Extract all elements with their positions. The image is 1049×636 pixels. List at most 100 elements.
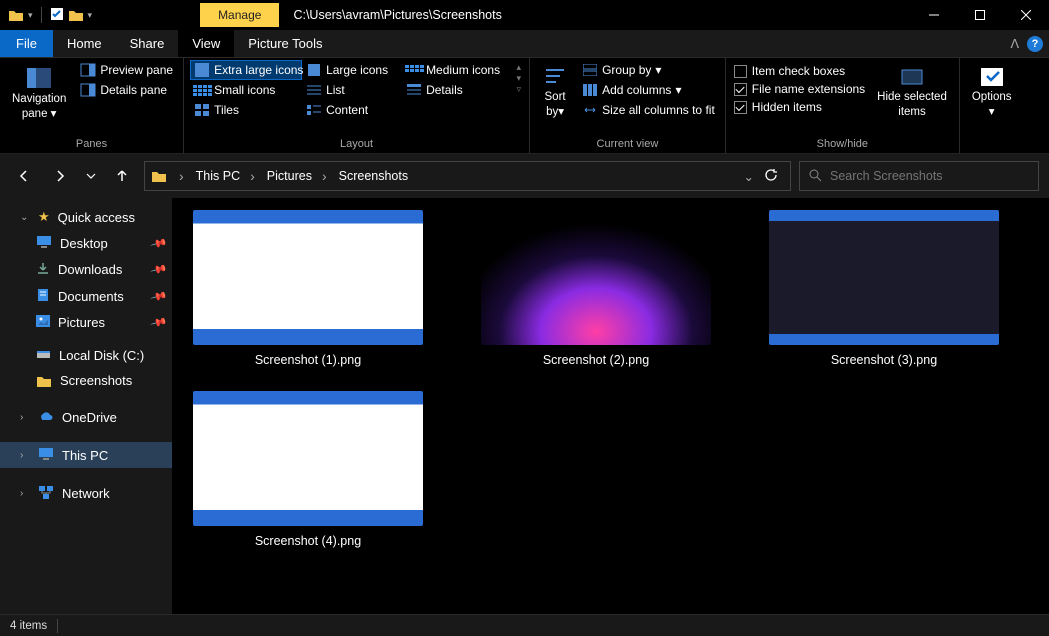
manage-context-tab[interactable]: Manage xyxy=(200,3,279,27)
file-item[interactable]: Screenshot (3).png xyxy=(764,210,1004,367)
preview-pane-button[interactable]: Preview pane xyxy=(76,60,177,80)
qat: ▾ ▾ xyxy=(0,7,100,24)
details-pane-button[interactable]: Details pane xyxy=(76,80,177,100)
sidebar-downloads[interactable]: Downloads📌 xyxy=(0,256,172,283)
forward-button[interactable] xyxy=(46,162,74,190)
hide-selected-label: Hide selecteditems xyxy=(877,90,947,120)
crumb-pictures[interactable]: Pictures xyxy=(263,168,331,184)
breadcrumb[interactable]: This PC Pictures Screenshots ⌄ xyxy=(144,161,791,191)
file-name-label: Screenshot (1).png xyxy=(255,353,361,367)
collapse-ribbon-icon[interactable]: ᐱ xyxy=(1010,36,1019,51)
pc-icon xyxy=(38,447,54,463)
sidebar-documents[interactable]: Documents📌 xyxy=(0,283,172,310)
download-icon xyxy=(36,261,50,278)
crumb-screenshots[interactable]: Screenshots xyxy=(335,169,412,183)
hidden-items-toggle[interactable]: Hidden items xyxy=(732,98,867,116)
sort-by-button[interactable]: Sortby▾ xyxy=(536,60,574,124)
pin-icon: 📌 xyxy=(150,260,168,278)
file-item[interactable]: Screenshot (1).png xyxy=(188,210,428,367)
refresh-icon[interactable] xyxy=(764,168,778,185)
file-tab[interactable]: File xyxy=(0,30,53,57)
pin-icon: 📌 xyxy=(150,287,168,305)
file-item[interactable]: Screenshot (4).png xyxy=(188,391,428,548)
folder-icon xyxy=(151,169,167,183)
home-tab[interactable]: Home xyxy=(53,30,116,57)
qat-separator-icon: ▾ xyxy=(28,10,33,21)
sidebar-local-disk[interactable]: Local Disk (C:) xyxy=(0,343,172,368)
network-icon xyxy=(38,485,54,502)
large-icons-button[interactable]: Large icons xyxy=(302,60,402,80)
nav-pane-label: Navigationpane ▾ xyxy=(12,92,66,122)
list-button[interactable]: List xyxy=(302,80,402,100)
sidebar-network[interactable]: ›Network xyxy=(0,480,172,507)
folder-icon[interactable] xyxy=(68,8,84,22)
tiles-button[interactable]: Tiles xyxy=(190,100,302,120)
pin-icon: 📌 xyxy=(150,313,168,331)
size-columns-button[interactable]: Size all columns to fit xyxy=(578,100,719,120)
sidebar-onedrive[interactable]: ›OneDrive xyxy=(0,405,172,430)
sidebar-screenshots[interactable]: Screenshots xyxy=(0,368,172,393)
search-icon xyxy=(808,168,822,185)
window-title: C:\Users\avram\Pictures\Screenshots xyxy=(293,8,501,22)
search-box[interactable] xyxy=(799,161,1039,191)
options-group: Options▾ xyxy=(960,58,1024,153)
file-thumbnail xyxy=(481,210,711,345)
show-hide-group-label: Show/hide xyxy=(732,135,953,153)
main-area: ⌄★Quick access Desktop📌 Downloads📌 Docum… xyxy=(0,198,1049,614)
folder-icon xyxy=(36,374,52,388)
layout-more-icon[interactable]: ▴▾▿ xyxy=(515,60,524,97)
maximize-button[interactable] xyxy=(957,0,1003,30)
pictures-icon xyxy=(36,315,50,330)
file-content-area[interactable]: Screenshot (1).png Screenshot (2).png Scre… xyxy=(172,198,1049,614)
file-item[interactable]: Screenshot (2).png xyxy=(476,210,716,367)
back-button[interactable] xyxy=(10,162,38,190)
ribbon: Navigationpane ▾ Preview pane Details pa… xyxy=(0,58,1049,154)
options-label: Options▾ xyxy=(972,90,1012,120)
file-name-extensions-toggle[interactable]: File name extensions xyxy=(732,80,867,98)
star-icon: ★ xyxy=(38,209,50,225)
separator xyxy=(41,7,42,23)
address-dropdown-icon[interactable]: ⌄ xyxy=(744,169,754,184)
content-button[interactable]: Content xyxy=(302,100,402,120)
crumb-this-pc[interactable]: This PC xyxy=(192,168,259,184)
desktop-icon xyxy=(36,235,52,251)
sidebar-desktop[interactable]: Desktop📌 xyxy=(0,230,172,256)
up-button[interactable] xyxy=(108,162,136,190)
navigation-sidebar: ⌄★Quick access Desktop📌 Downloads📌 Docum… xyxy=(0,198,172,614)
file-thumbnail xyxy=(193,391,423,526)
crumb-sep[interactable] xyxy=(171,168,188,184)
checkbox-icon[interactable] xyxy=(50,7,64,24)
layout-group: Extra large icons Large icons Medium ico… xyxy=(184,58,530,153)
qat-dropdown-icon[interactable]: ▾ xyxy=(88,10,93,21)
picture-tools-tab[interactable]: Picture Tools xyxy=(234,30,336,57)
view-tab[interactable]: View xyxy=(178,30,234,57)
share-tab[interactable]: Share xyxy=(116,30,179,57)
show-hide-group: Item check boxes File name extensions Hi… xyxy=(726,58,960,153)
options-button[interactable]: Options▾ xyxy=(966,60,1018,124)
file-thumbnail xyxy=(769,210,999,345)
sidebar-quick-access[interactable]: ⌄★Quick access xyxy=(0,204,172,230)
details-button[interactable]: Details xyxy=(402,80,502,100)
group-by-button[interactable]: Group by ▾ xyxy=(578,60,719,80)
current-view-group: Sortby▾ Group by ▾ Add columns ▾ Size al… xyxy=(530,58,726,153)
hide-selected-button[interactable]: Hide selecteditems xyxy=(871,60,953,124)
add-columns-button[interactable]: Add columns ▾ xyxy=(578,80,719,100)
current-view-group-label: Current view xyxy=(536,135,719,153)
search-input[interactable] xyxy=(830,169,1030,183)
file-name-label: Screenshot (2).png xyxy=(543,353,649,367)
sidebar-pictures[interactable]: Pictures📌 xyxy=(0,310,172,335)
sidebar-this-pc[interactable]: ›This PC xyxy=(0,442,172,468)
layout-group-label: Layout xyxy=(190,135,523,153)
tab-bar: File Home Share View Picture Tools ᐱ ? xyxy=(0,30,1049,58)
minimize-button[interactable] xyxy=(911,0,957,30)
close-button[interactable] xyxy=(1003,0,1049,30)
extra-large-icons-button[interactable]: Extra large icons xyxy=(190,60,302,80)
status-item-count: 4 items xyxy=(10,620,47,632)
file-name-label: Screenshot (4).png xyxy=(255,534,361,548)
medium-icons-button[interactable]: Medium icons xyxy=(402,60,510,80)
help-icon[interactable]: ? xyxy=(1027,36,1043,52)
item-check-boxes-toggle[interactable]: Item check boxes xyxy=(732,62,867,80)
navigation-pane-button[interactable]: Navigationpane ▾ xyxy=(6,60,72,126)
small-icons-button[interactable]: Small icons xyxy=(190,80,302,100)
recent-dropdown-icon[interactable] xyxy=(82,162,100,190)
